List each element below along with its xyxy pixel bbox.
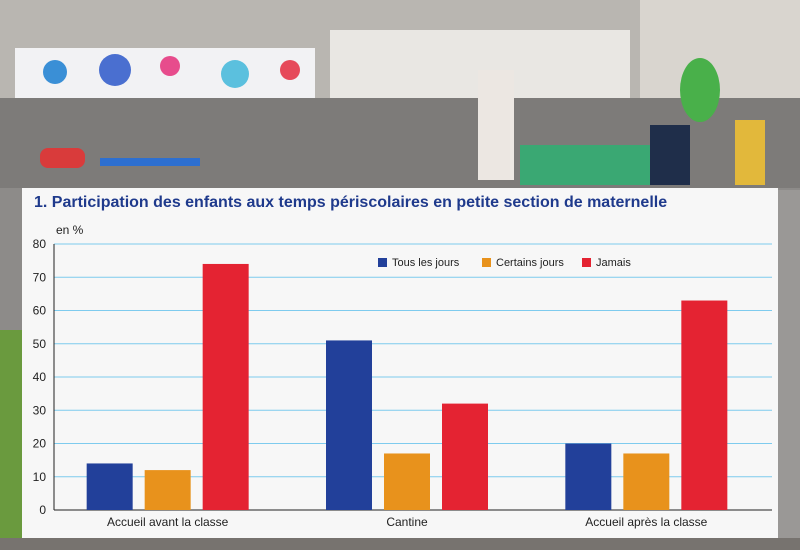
legend-swatch: [482, 258, 491, 267]
bar: [565, 443, 612, 510]
y-tick-label: 80: [33, 237, 47, 251]
bar: [326, 340, 372, 510]
legend-label: Jamais: [596, 257, 631, 269]
chart-panel: 1. Participation des enfants aux temps p…: [22, 188, 778, 538]
y-tick-label: 30: [33, 403, 47, 417]
y-tick-label: 70: [33, 270, 47, 284]
bar: [623, 453, 670, 510]
bar: [144, 470, 191, 510]
bar: [202, 263, 249, 510]
bar-chart: 0 10 20 30 40 50 60 70 80 en % Accueil avant la cl…: [33, 223, 772, 529]
category-label: Accueil avant la classe: [107, 515, 229, 529]
y-tick-label: 40: [33, 370, 47, 384]
y-tick-label: 60: [33, 304, 47, 318]
bar: [384, 453, 430, 510]
legend-swatch: [582, 258, 591, 267]
y-tick-label: 0: [39, 503, 46, 517]
legend-swatch: [378, 258, 387, 267]
y-tick-label: 50: [33, 337, 47, 351]
y-tick-label: 10: [33, 470, 47, 484]
y-tick-label: 20: [33, 437, 47, 451]
legend-label: Tous les jours: [392, 257, 460, 269]
bar: [681, 300, 728, 510]
category-label: Cantine: [386, 515, 428, 529]
chart-title: 1. Participation des enfants aux temps p…: [34, 194, 668, 211]
category-label: Accueil après la classe: [585, 515, 707, 529]
bar: [86, 463, 133, 510]
y-axis-label: en %: [56, 223, 84, 237]
bar: [442, 403, 488, 510]
legend-label: Certains jours: [496, 257, 564, 269]
